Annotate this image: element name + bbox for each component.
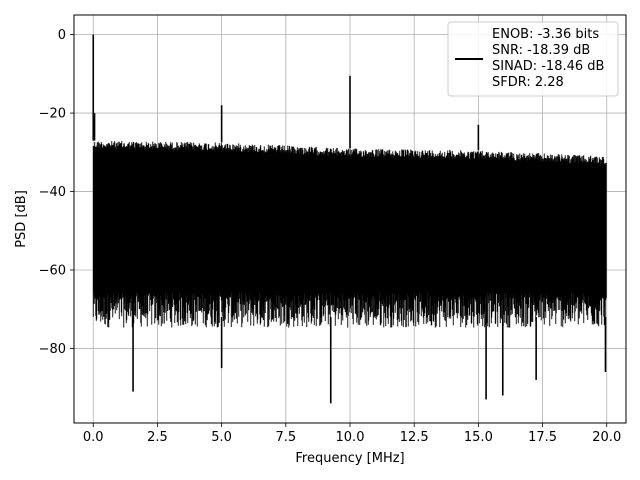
x-tick-label: 2.5: [147, 430, 168, 445]
x-tick-label: 7.5: [275, 430, 296, 445]
y-tick-label: −20: [39, 107, 66, 122]
x-tick-label: 5.0: [211, 430, 232, 445]
legend-entry-sinad: SINAD: -18.46 dB: [492, 59, 604, 74]
legend-entry-sfdr: SFDR: 2.28: [492, 75, 564, 90]
series-layer: [92, 34, 607, 404]
x-axis-label: Frequency [MHz]: [295, 451, 404, 466]
x-tick-label: 10.0: [336, 430, 365, 445]
x-tick-label: 17.5: [528, 430, 557, 445]
y-tick-label: −80: [39, 342, 66, 357]
x-tick-label: 0.0: [83, 430, 104, 445]
legend-box: [447, 21, 619, 97]
x-tick-label: 15.0: [464, 430, 493, 445]
y-axis-label: PSD [dB]: [14, 190, 29, 248]
y-tick-label: 0: [58, 28, 66, 43]
y-axis: 0 −20 −40 −60 −80: [39, 28, 74, 357]
legend-entry-snr: SNR: -18.39 dB: [492, 43, 590, 58]
y-tick-label: −60: [39, 264, 66, 279]
psd-trace-body: [92, 140, 607, 328]
legend-entry-enob: ENOB: -3.36 bits: [492, 27, 599, 42]
x-tick-label: 12.5: [400, 430, 429, 445]
legend: ENOB: -3.36 bits SNR: -18.39 dB SINAD: -…: [447, 21, 619, 97]
x-tick-label: 20.0: [592, 430, 621, 445]
x-axis: 0.0 2.5 5.0 7.5 10.0 12.5 15.0 17.5 20.0: [83, 423, 621, 445]
y-tick-label: −40: [39, 185, 66, 200]
